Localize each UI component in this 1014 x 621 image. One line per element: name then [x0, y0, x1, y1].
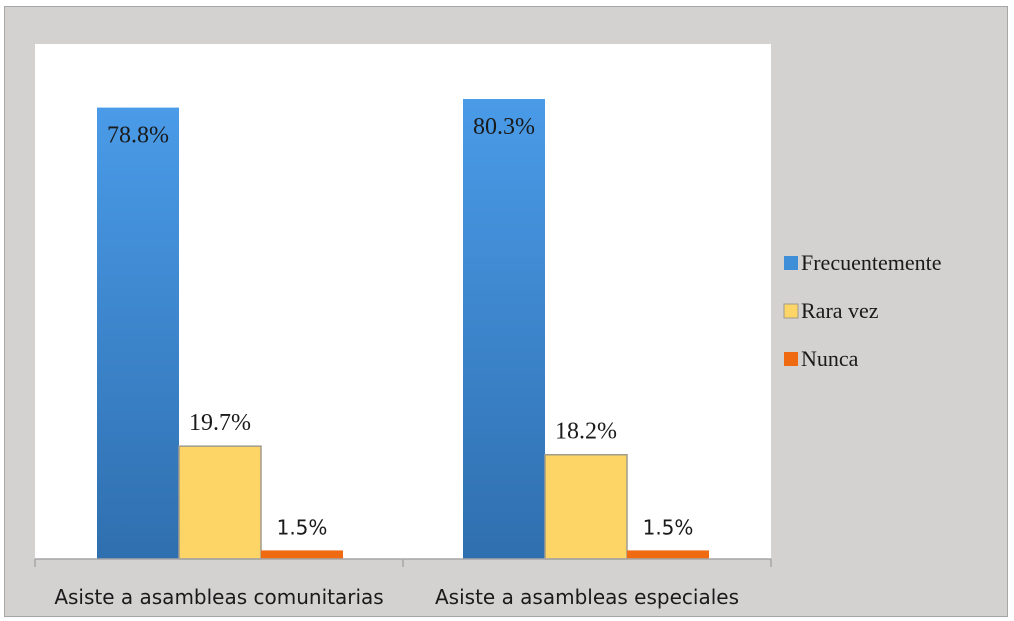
legend-swatch [784, 256, 798, 270]
category-label: Asiste a asambleas especiales [435, 585, 739, 609]
legend-label: Rara vez [801, 298, 879, 323]
bar-frecuentemente-2 [463, 99, 545, 559]
data-label: 18.2% [555, 419, 617, 445]
data-label: 1.5% [643, 515, 694, 539]
data-label: 19.7% [189, 410, 251, 436]
chart-frame: 78.8% 19.7% 1.5% 80.3% 18.2% 1.5% Asiste a as… [4, 6, 1008, 617]
category-label: Asiste a asambleas comunitarias [54, 585, 383, 609]
data-label: 78.8% [107, 123, 169, 149]
legend-label: Frecuentemente [801, 250, 942, 275]
data-label: 80.3% [473, 114, 535, 140]
legend-swatch [783, 303, 799, 319]
bar-nunca-2 [627, 550, 709, 559]
bar-chart: 78.8% 19.7% 1.5% 80.3% 18.2% 1.5% Asiste a as… [34, 44, 942, 609]
legend-swatch [784, 352, 798, 366]
bar-nunca-1 [261, 550, 343, 559]
bar-rara-vez-1 [178, 445, 262, 560]
bar-rara-vez-2 [544, 453, 628, 560]
legend-label: Nunca [801, 346, 859, 371]
bar-frecuentemente-1 [97, 107, 179, 559]
data-label: 1.5% [277, 515, 328, 539]
